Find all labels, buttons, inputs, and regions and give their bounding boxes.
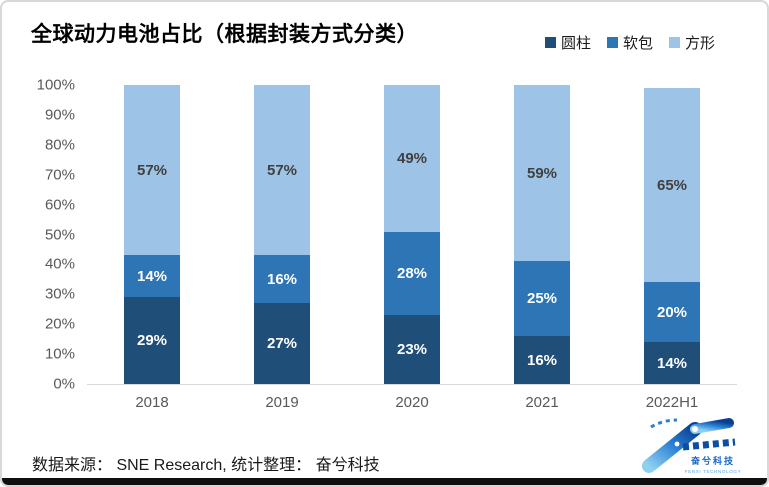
data-label: 14% <box>656 354 688 372</box>
data-label: 59% <box>526 164 558 182</box>
bar-segment: 16% <box>254 255 310 304</box>
data-label: 49% <box>396 149 428 167</box>
logo-joint <box>674 441 680 447</box>
data-label: 23% <box>396 341 428 359</box>
x-tick-label: 2019 <box>265 394 299 411</box>
data-label: 27% <box>266 335 298 353</box>
y-tick-label: 0% <box>53 375 75 393</box>
y-tick-label: 50% <box>44 226 75 243</box>
data-label: 14% <box>136 267 168 285</box>
bar-segment: 29% <box>124 297 180 384</box>
bar-segment: 16% <box>514 336 570 384</box>
stacked-bar-2020: 23% 28% 49% <box>384 85 440 384</box>
logo-cn-text: 奋兮科技 <box>690 455 735 466</box>
x-tick-label: 2018 <box>135 394 169 411</box>
data-label: 28% <box>396 264 428 282</box>
logo-speed-dashes <box>650 418 678 429</box>
bar-segment: 49% <box>384 85 440 232</box>
legend-label: 圆柱 <box>560 35 591 52</box>
bar-segment: 27% <box>254 303 310 384</box>
y-tick-label: 90% <box>44 106 75 124</box>
bar-segment: 23% <box>384 315 440 384</box>
stacked-bar-2022H1: 14% 20% 65% <box>644 88 700 384</box>
legend-swatch-icon <box>606 37 618 48</box>
bar-segment: 65% <box>644 88 700 283</box>
y-tick-label: 10% <box>44 345 75 363</box>
data-label: 29% <box>136 332 168 350</box>
bar-segment: 28% <box>384 231 440 316</box>
legend-item: 软包 <box>606 32 653 53</box>
y-axis: 0% 10% 20% 30% 40% 50% 60% 70% 80% 90% 100% <box>2 77 75 393</box>
x-tick-label: 2022H1 <box>645 394 699 411</box>
logo-f-middle-dashes <box>682 438 736 451</box>
data-label: 65% <box>656 176 688 194</box>
legend: 圆柱 软包 方形 <box>544 32 715 53</box>
y-tick-label: 20% <box>44 315 75 333</box>
logo-f-diagonal <box>642 422 702 473</box>
data-label: 57% <box>266 161 298 179</box>
legend-item: 圆柱 <box>544 32 591 53</box>
logo-en-text: FENXI TECHNOLOGY <box>685 469 741 474</box>
source-note: 数据来源： SNE Research, 统计整理： 奋兮科技 <box>32 457 380 474</box>
legend-label: 方形 <box>684 35 715 52</box>
x-tick-label: 2020 <box>395 394 429 411</box>
bar-segment: 14% <box>124 255 180 298</box>
x-tick-label: 2021 <box>525 394 559 411</box>
plot-area: 29% 14% 57% 27% 16% 57% 23% 28% 49% 16% 25% 59% 14% 2… <box>87 85 737 385</box>
legend-label: 软包 <box>622 35 653 52</box>
logo-joint <box>692 426 698 432</box>
chart-title: 全球动力电池占比（根据封装方式分类） <box>31 23 418 46</box>
bar-segment: 20% <box>644 282 700 343</box>
bar-segment: 25% <box>514 261 570 337</box>
legend-swatch-icon <box>668 37 680 48</box>
legend-swatch-icon <box>544 37 556 48</box>
y-tick-label: 60% <box>44 196 75 214</box>
bottom-band <box>2 478 767 485</box>
y-tick-label: 30% <box>44 285 75 303</box>
y-tick-label: 80% <box>44 136 75 154</box>
legend-item: 方形 <box>668 32 715 53</box>
stacked-bar-2021: 16% 25% 59% <box>514 85 570 384</box>
logo-f-top-arm <box>690 418 734 434</box>
x-axis: 2018 2019 2020 2021 2022H1 <box>87 394 737 416</box>
data-label: 20% <box>656 303 688 321</box>
data-label: 16% <box>526 351 558 369</box>
bar-segment: 57% <box>254 85 310 256</box>
data-label: 16% <box>266 270 298 288</box>
stacked-bar-2018: 29% 14% 57% <box>124 85 180 384</box>
y-tick-label: 40% <box>44 255 75 273</box>
bar-segment: 14% <box>644 342 700 384</box>
y-tick-label: 100% <box>36 76 75 94</box>
fenxi-logo: 奋兮科技 FENXI TECHNOLOGY <box>642 418 741 474</box>
bar-segment: 57% <box>124 85 180 256</box>
data-label: 25% <box>526 290 558 308</box>
stacked-bar-2019: 27% 16% 57% <box>254 85 310 384</box>
y-tick-label: 70% <box>44 166 75 184</box>
bar-segment: 59% <box>514 85 570 262</box>
data-label: 57% <box>136 161 168 179</box>
